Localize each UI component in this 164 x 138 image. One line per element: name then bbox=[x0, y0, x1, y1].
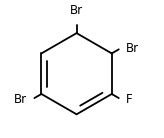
Text: F: F bbox=[126, 93, 133, 106]
Text: Br: Br bbox=[126, 42, 139, 55]
Text: Br: Br bbox=[70, 4, 83, 17]
Text: Br: Br bbox=[14, 93, 27, 106]
